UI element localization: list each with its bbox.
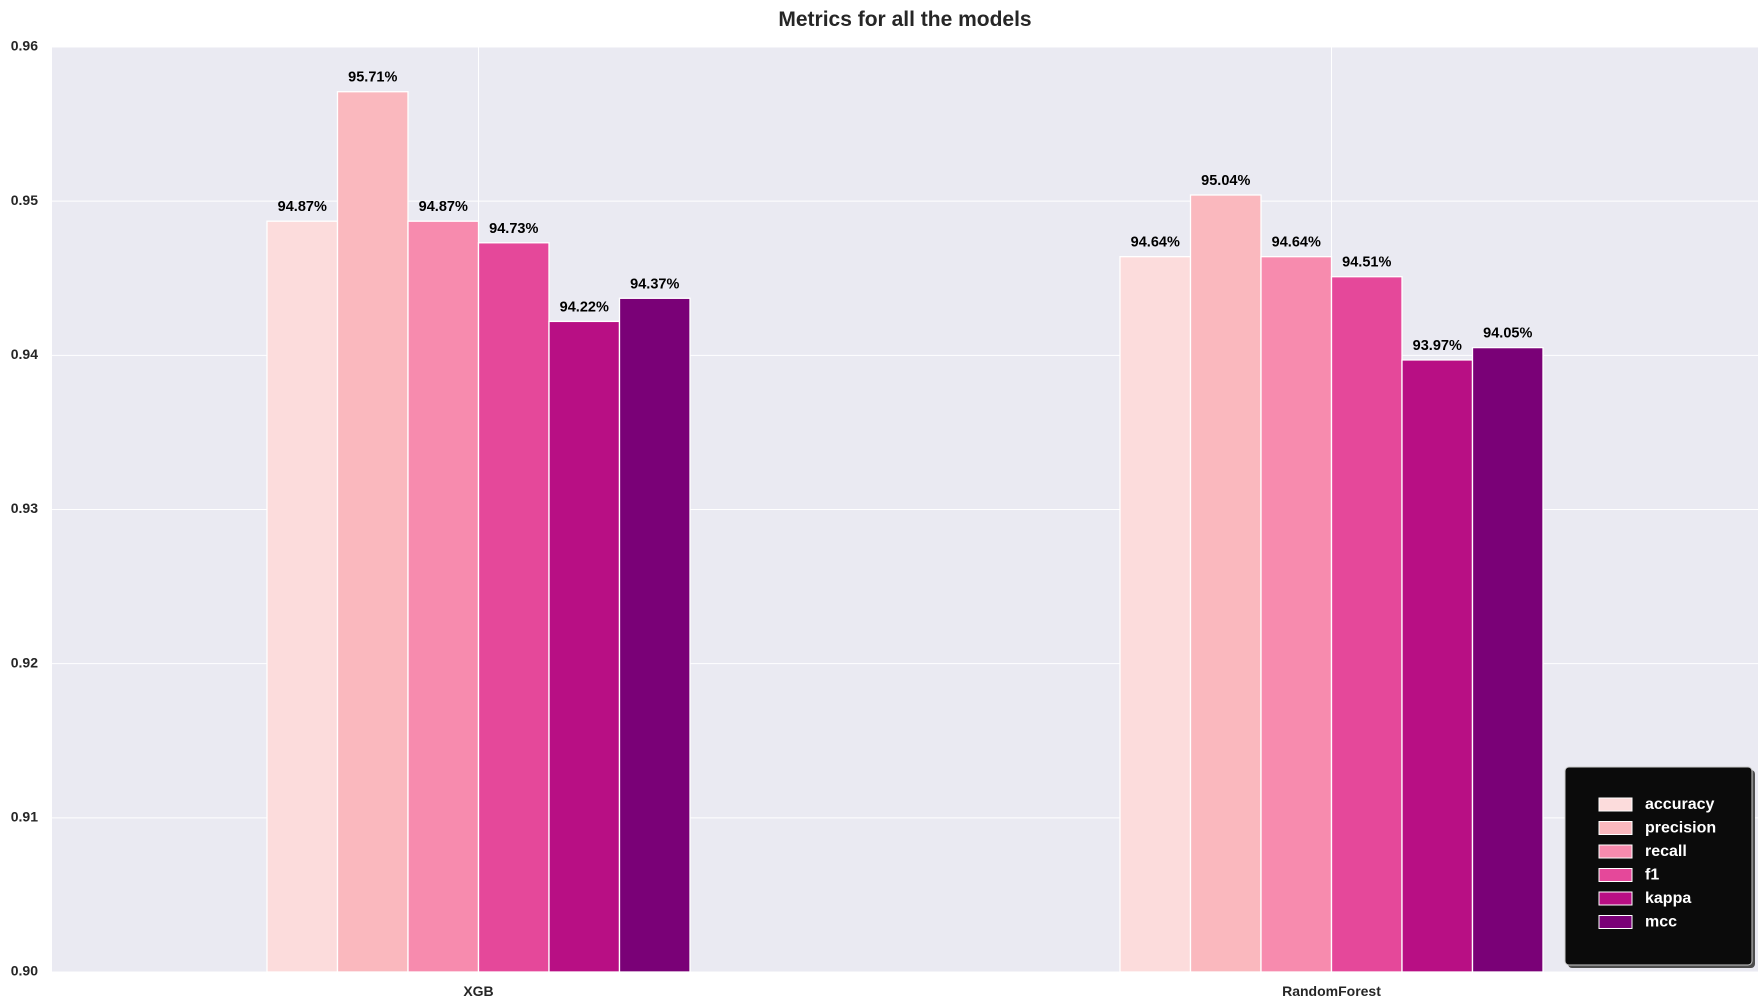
y-tick-label: 0.95 <box>11 192 38 208</box>
bar-xgb-mcc <box>618 297 691 973</box>
legend-label-accuracy: accuracy <box>1645 796 1714 813</box>
y-tick-label: 0.92 <box>11 654 38 670</box>
y-axis: 0.90 0.91 0.92 0.93 0.94 0.95 0.96 <box>11 38 38 979</box>
data-labels: 94.87% 95.71% 94.87% 94.73% 94.22% 94.37% 94.6… <box>278 70 1533 354</box>
x-tick-label-randomforest: RandomForest <box>1282 983 1381 999</box>
legend-label-recall: recall <box>1645 843 1687 860</box>
data-label-randomforest-kappa: 93.97% <box>1413 338 1462 354</box>
legend-label-f1: f1 <box>1645 867 1659 884</box>
y-tick-label: 0.94 <box>11 346 38 362</box>
bar-randomforest-kappa <box>1401 359 1474 973</box>
bar-randomforest-precision <box>1189 194 1262 973</box>
y-tick-label: 0.90 <box>11 963 38 979</box>
legend-swatch-f1 <box>1598 868 1633 882</box>
bar-randomforest-recall <box>1260 256 1333 973</box>
bar-group <box>266 91 1544 973</box>
data-label-randomforest-precision: 95.04% <box>1201 173 1250 189</box>
data-label-randomforest-mcc: 94.05% <box>1483 326 1532 342</box>
bar-randomforest-f1 <box>1330 276 1403 973</box>
legend-label-mcc: mcc <box>1645 914 1677 931</box>
data-label-randomforest-f1: 94.51% <box>1342 255 1391 271</box>
bar-randomforest-accuracy <box>1119 256 1192 973</box>
legend-swatch-kappa <box>1598 891 1633 906</box>
data-label-xgb-recall: 94.87% <box>419 199 468 215</box>
chart-title: Metrics for all the models <box>778 8 1031 31</box>
bar-xgb-recall <box>407 220 480 973</box>
x-tick-label-xgb: XGB <box>463 983 493 999</box>
bar-xgb-f1 <box>477 242 550 973</box>
data-label-xgb-accuracy: 94.87% <box>278 199 327 215</box>
data-label-randomforest-recall: 94.64% <box>1272 235 1321 251</box>
legend: accuracy precision recall f1 kappa mcc <box>1564 766 1755 968</box>
legend-label-kappa: kappa <box>1645 890 1691 907</box>
y-tick-label: 0.96 <box>11 38 38 54</box>
data-label-xgb-precision: 95.71% <box>348 70 397 86</box>
data-label-randomforest-accuracy: 94.64% <box>1131 235 1180 251</box>
legend-swatch-recall <box>1598 844 1633 859</box>
bar-xgb-accuracy <box>266 220 339 973</box>
bar-randomforest-mcc <box>1471 346 1544 973</box>
legend-label-precision: precision <box>1645 820 1716 837</box>
data-label-xgb-mcc: 94.37% <box>630 276 679 292</box>
y-tick-label: 0.91 <box>11 809 38 825</box>
x-axis: XGB RandomForest <box>463 983 1381 999</box>
legend-swatch-accuracy <box>1598 797 1633 812</box>
data-label-xgb-f1: 94.73% <box>489 221 538 237</box>
data-label-xgb-kappa: 94.22% <box>560 299 609 315</box>
y-tick-label: 0.93 <box>11 500 38 516</box>
legend-swatch-mcc <box>1598 915 1633 929</box>
bar-xgb-precision <box>336 91 409 973</box>
legend-swatch-precision <box>1598 821 1633 835</box>
bar-xgb-kappa <box>548 320 621 973</box>
